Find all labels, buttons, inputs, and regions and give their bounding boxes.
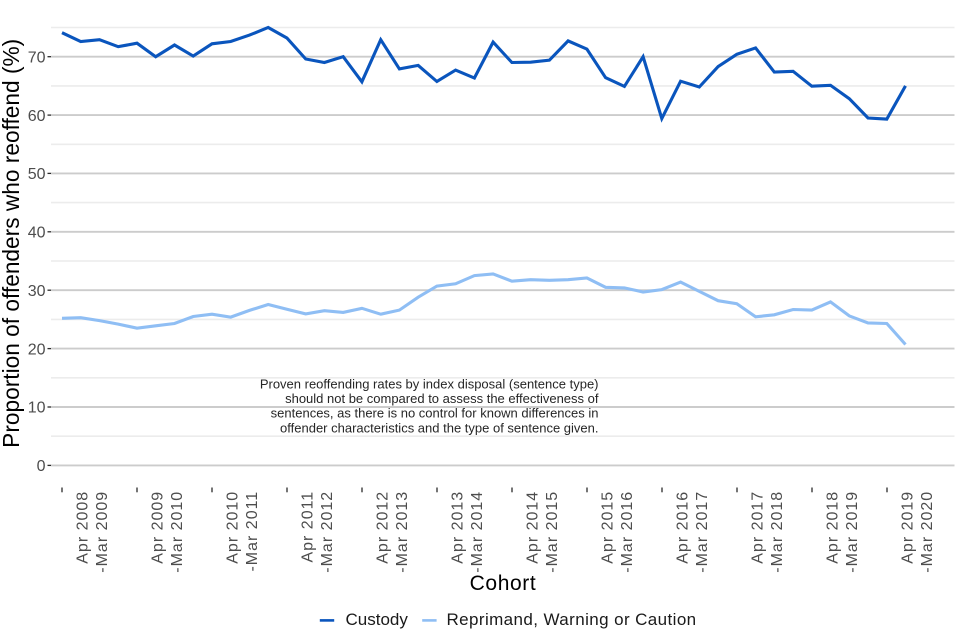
svg-text:Apr 2014: Apr 2014 (525, 491, 542, 564)
svg-text:-Mar 2010: -Mar 2010 (169, 491, 186, 573)
svg-text:Apr 2016: Apr 2016 (675, 491, 692, 564)
svg-text:Reprimand, Warning or Caution: Reprimand, Warning or Caution (447, 610, 697, 629)
svg-text:Proportion of offenders who re: Proportion of offenders who reoffend (%) (0, 39, 24, 448)
svg-text:60: 60 (28, 108, 46, 125)
svg-text:-Mar 2015: -Mar 2015 (544, 491, 561, 573)
svg-text:-Mar 2016: -Mar 2016 (619, 491, 636, 573)
svg-text:10: 10 (28, 400, 46, 417)
svg-text:Apr 2008: Apr 2008 (75, 491, 92, 564)
svg-text:Apr 2011: Apr 2011 (300, 491, 317, 563)
svg-text:0: 0 (37, 458, 46, 475)
svg-text:40: 40 (28, 225, 46, 242)
svg-text:-Mar 2013: -Mar 2013 (394, 491, 411, 573)
svg-text:sentences, as there is no cont: sentences, as there is no control for kn… (271, 406, 599, 421)
svg-text:30: 30 (28, 283, 46, 300)
svg-text:offender characteristics and t: offender characteristics and the type of… (280, 420, 598, 435)
svg-text:Apr 2017: Apr 2017 (750, 491, 767, 564)
svg-text:-Mar 2009: -Mar 2009 (94, 491, 111, 573)
svg-text:Apr 2013: Apr 2013 (450, 491, 467, 564)
svg-text:-Mar 2018: -Mar 2018 (769, 491, 786, 573)
svg-text:Apr 2009: Apr 2009 (150, 491, 167, 564)
svg-text:Proven reoffending rates by in: Proven reoffending rates by index dispos… (260, 377, 599, 392)
svg-text:70: 70 (28, 49, 46, 66)
svg-text:20: 20 (28, 341, 46, 358)
svg-text:-Mar 2012: -Mar 2012 (319, 491, 336, 573)
svg-text:-Mar 2011: -Mar 2011 (244, 491, 261, 572)
svg-text:Apr 2019: Apr 2019 (900, 491, 917, 564)
svg-text:Apr 2018: Apr 2018 (825, 491, 842, 564)
svg-text:-Mar 2017: -Mar 2017 (694, 491, 711, 573)
svg-text:-Mar 2019: -Mar 2019 (844, 491, 861, 573)
svg-text:-Mar 2020: -Mar 2020 (919, 491, 936, 573)
svg-text:Apr 2012: Apr 2012 (375, 491, 392, 564)
svg-text:Apr 2010: Apr 2010 (225, 491, 242, 564)
svg-text:50: 50 (28, 166, 46, 183)
svg-text:should not be compared to asse: should not be compared to assess the eff… (285, 391, 599, 406)
svg-text:Cohort: Cohort (470, 572, 537, 595)
svg-text:-Mar 2014: -Mar 2014 (469, 491, 486, 573)
svg-text:Apr 2015: Apr 2015 (600, 491, 617, 564)
svg-text:Custody: Custody (346, 610, 409, 629)
